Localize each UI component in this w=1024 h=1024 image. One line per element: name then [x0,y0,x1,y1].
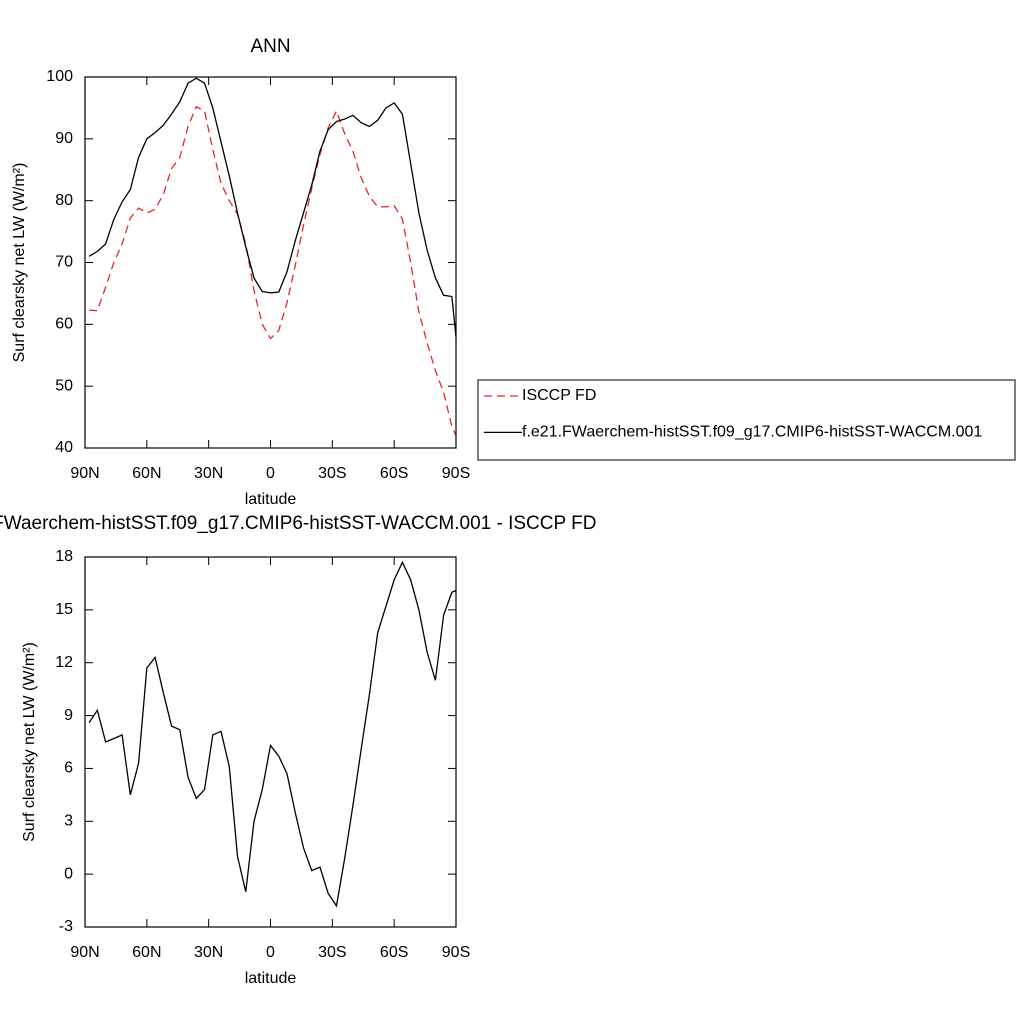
x-tick-label: 60N [132,465,161,482]
y-tick-label: 60 [55,316,73,333]
x-tick-label: 30N [194,944,223,961]
y-tick-label: 80 [55,192,73,209]
data-line [89,105,457,436]
x-axis-label: latitude [245,970,297,987]
legend-label: f.e21.FWaerchem-histSST.f09_g17.CMIP6-hi… [522,424,982,441]
chart-title: f.e21.FWaerchem-histSST.f09_g17.CMIP6-hi… [0,513,596,534]
x-tick-label: 0 [266,944,275,961]
y-tick-label: 6 [64,760,73,777]
y-tick-label: 18 [55,548,73,565]
y-axis-label: Surf clearsky net LW (W/m²) [11,163,28,363]
y-tick-label: 70 [55,254,73,271]
legend-box [477,379,1016,461]
y-tick-label: 3 [64,813,73,830]
plot-frame [84,76,457,449]
y-tick-label: 100 [46,68,73,85]
y-tick-label: -3 [59,918,73,935]
x-tick-label: 90N [70,465,99,482]
data-line [88,560,457,908]
y-axis-label: Surf clearsky net LW (W/m²) [21,642,38,842]
x-tick-label: 30N [194,465,223,482]
y-tick-label: 15 [55,601,73,618]
x-tick-label: 30S [318,944,346,961]
x-tick-label: 30S [318,465,346,482]
data-line [88,77,457,337]
x-tick-label: 90S [442,944,470,961]
y-tick-label: 90 [55,130,73,147]
x-tick-label: 60S [380,944,408,961]
y-tick-label: 9 [64,707,73,724]
x-axis-label: latitude [245,491,297,508]
y-tick-label: 12 [55,654,73,671]
legend-label: ISCCP FD [522,387,596,404]
chart-title: ANN [250,36,290,57]
plot-frame [84,556,457,928]
y-tick-label: 50 [55,377,73,394]
x-tick-label: 60N [132,944,161,961]
x-tick-label: 60S [380,465,408,482]
x-tick-label: 0 [266,465,275,482]
x-tick-label: 90N [70,944,99,961]
y-tick-label: 0 [64,865,73,882]
x-tick-label: 90S [442,465,470,482]
y-tick-label: 40 [55,439,73,456]
